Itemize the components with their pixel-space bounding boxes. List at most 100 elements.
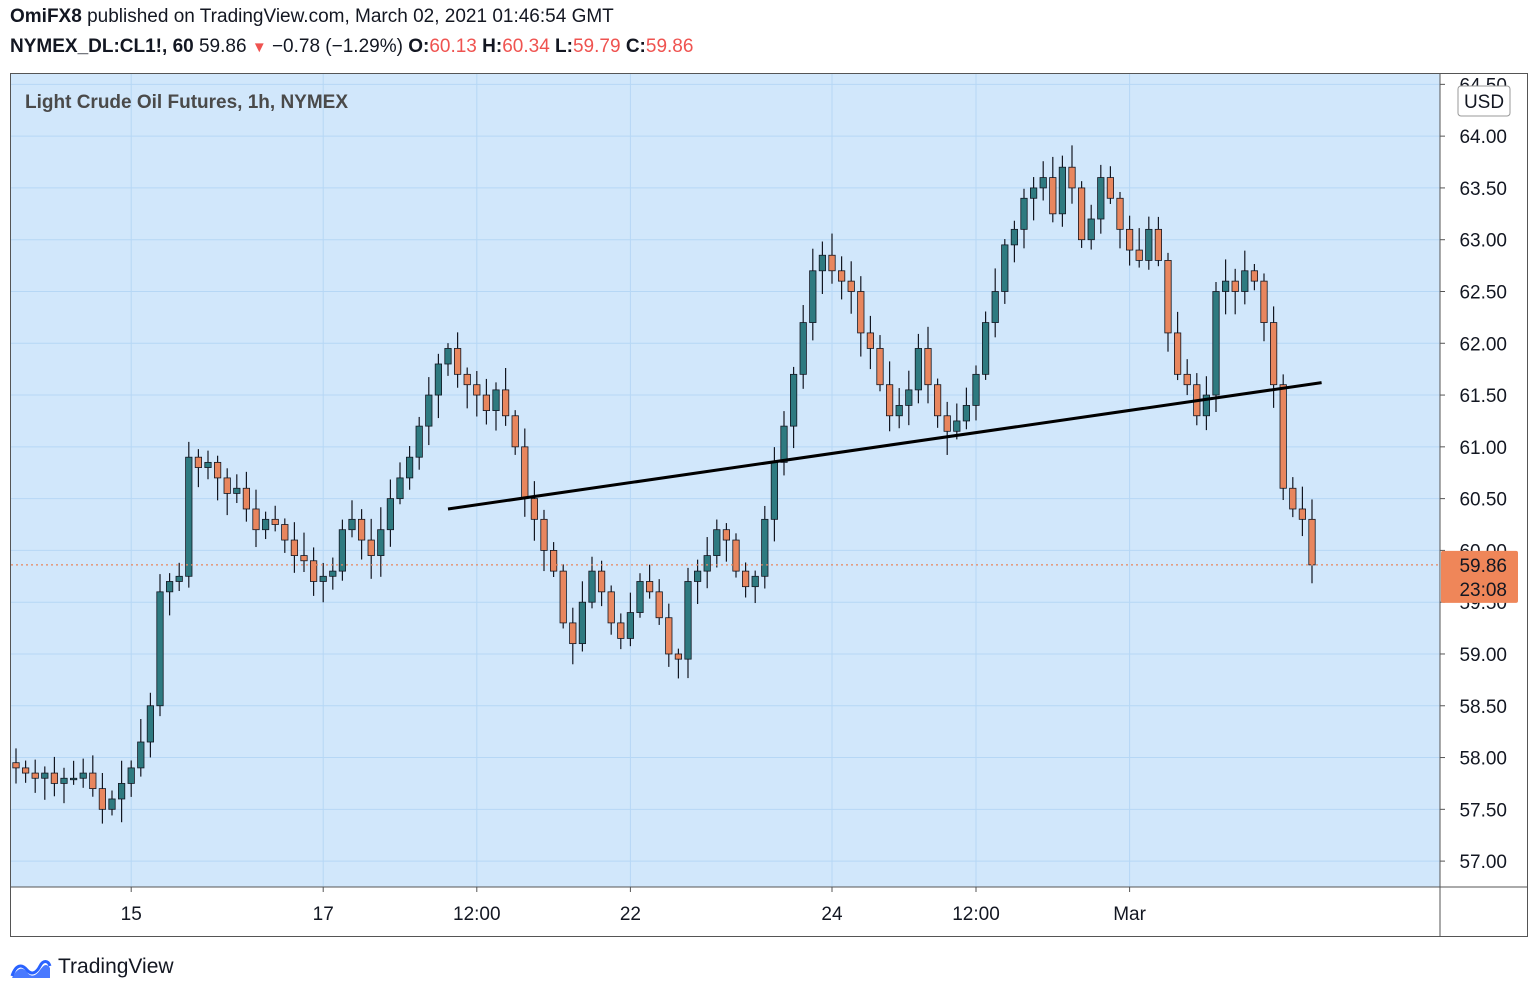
candle	[1001, 239, 1009, 304]
candle-body	[1279, 384, 1287, 489]
candle-body	[415, 425, 423, 458]
candle-body	[261, 518, 270, 531]
price-axis[interactable]: 57.0057.5058.0058.5059.0059.5060.0060.50…	[1440, 75, 1507, 873]
candle-body	[838, 270, 846, 282]
candle-body	[953, 420, 961, 432]
y-tick-label: 64.00	[1459, 127, 1507, 148]
candle	[655, 579, 663, 625]
candle-body	[866, 332, 875, 349]
candle	[1010, 220, 1019, 263]
candle-body	[550, 550, 558, 572]
candle-body	[588, 570, 596, 603]
candle-body	[1260, 280, 1268, 323]
candle	[146, 692, 154, 758]
candle	[348, 500, 356, 538]
candle-body	[809, 270, 817, 323]
candle	[886, 361, 894, 432]
candle-body	[60, 777, 68, 784]
candle	[1212, 282, 1220, 412]
candle-body	[405, 456, 414, 479]
y-tick-label: 62.00	[1459, 334, 1507, 355]
candle-body	[213, 461, 222, 479]
candle-body	[377, 529, 385, 556]
candle-body	[1174, 332, 1182, 375]
close-value: 59.86	[645, 36, 694, 57]
candle-body	[780, 425, 788, 463]
candle	[866, 315, 875, 370]
tradingview-logo[interactable]: TradingView	[10, 954, 174, 980]
chart-frame[interactable]: 57.0057.5058.0058.5059.0059.5060.0060.50…	[10, 73, 1528, 937]
candle-body	[962, 405, 971, 422]
candle-body	[1154, 228, 1162, 261]
candle-body	[175, 575, 183, 582]
candle	[261, 511, 270, 540]
trendline[interactable]	[447, 381, 1322, 511]
candle-body	[828, 254, 836, 272]
time-axis[interactable]: 15 17 12:00 22 24 12:00 Mar	[121, 887, 1147, 925]
candle-body	[905, 389, 913, 406]
candle-body	[886, 384, 894, 417]
candle-body	[991, 291, 999, 323]
candle	[175, 562, 183, 591]
candle-body	[684, 581, 692, 660]
last-price: 59.86	[198, 36, 247, 57]
candle-body	[770, 461, 779, 520]
candle-body	[598, 570, 606, 593]
candle-body	[578, 601, 587, 645]
candle-body	[742, 570, 750, 588]
candle	[1164, 252, 1172, 352]
candle	[1174, 311, 1182, 381]
candle-body	[1068, 166, 1076, 189]
candle	[319, 562, 327, 603]
candle	[50, 756, 59, 797]
y-tick-label: 58.00	[1459, 749, 1507, 770]
candle	[799, 305, 807, 389]
candle-body	[943, 415, 951, 432]
candle-body	[761, 518, 769, 577]
candle-body	[1001, 244, 1009, 292]
candle-body	[1116, 197, 1124, 230]
candle	[626, 592, 635, 647]
candle-body	[1183, 373, 1191, 386]
candle	[233, 474, 241, 504]
candle-body	[309, 560, 318, 582]
price-chart[interactable]: 57.0057.5058.0058.5059.0059.5060.0060.50…	[11, 74, 1528, 937]
candle-body	[329, 570, 337, 577]
candle-body	[1164, 260, 1172, 334]
candle	[828, 233, 836, 284]
candle	[89, 755, 97, 797]
candle	[1145, 216, 1153, 270]
candle	[242, 471, 250, 522]
candle-body	[895, 405, 903, 417]
candle-body	[972, 373, 980, 406]
candle	[309, 547, 318, 596]
candle	[444, 343, 452, 376]
candle	[213, 455, 222, 501]
currency-badge[interactable]: USD	[1457, 85, 1511, 117]
candle	[405, 445, 414, 490]
candle-body	[396, 477, 404, 500]
candle-body	[1087, 218, 1095, 241]
candle-body	[1231, 280, 1239, 292]
candle	[665, 603, 673, 667]
candle	[1068, 145, 1076, 204]
candle	[751, 570, 759, 604]
candle-body	[194, 456, 202, 468]
candle-body	[79, 772, 87, 779]
candle-body	[185, 456, 193, 577]
candle	[31, 759, 39, 793]
y-tick-label: 63.50	[1459, 179, 1507, 200]
candle-body	[1289, 487, 1297, 510]
candle-body	[713, 529, 721, 556]
candle-body	[367, 539, 375, 556]
plot-background	[11, 74, 1440, 887]
candle	[761, 505, 769, 589]
candle-body	[357, 518, 366, 541]
candle	[857, 276, 865, 357]
symbol-info: NYMEX_DL:CL1!, 60 59.86 ▼ −0.78 (−1.29%)…	[10, 36, 693, 58]
candle-body	[31, 772, 39, 779]
candle	[1030, 177, 1038, 221]
candle	[185, 441, 193, 588]
published-text: published on TradingView.com, March 02, …	[87, 6, 614, 27]
author-name[interactable]: OmiFX8	[10, 6, 82, 27]
